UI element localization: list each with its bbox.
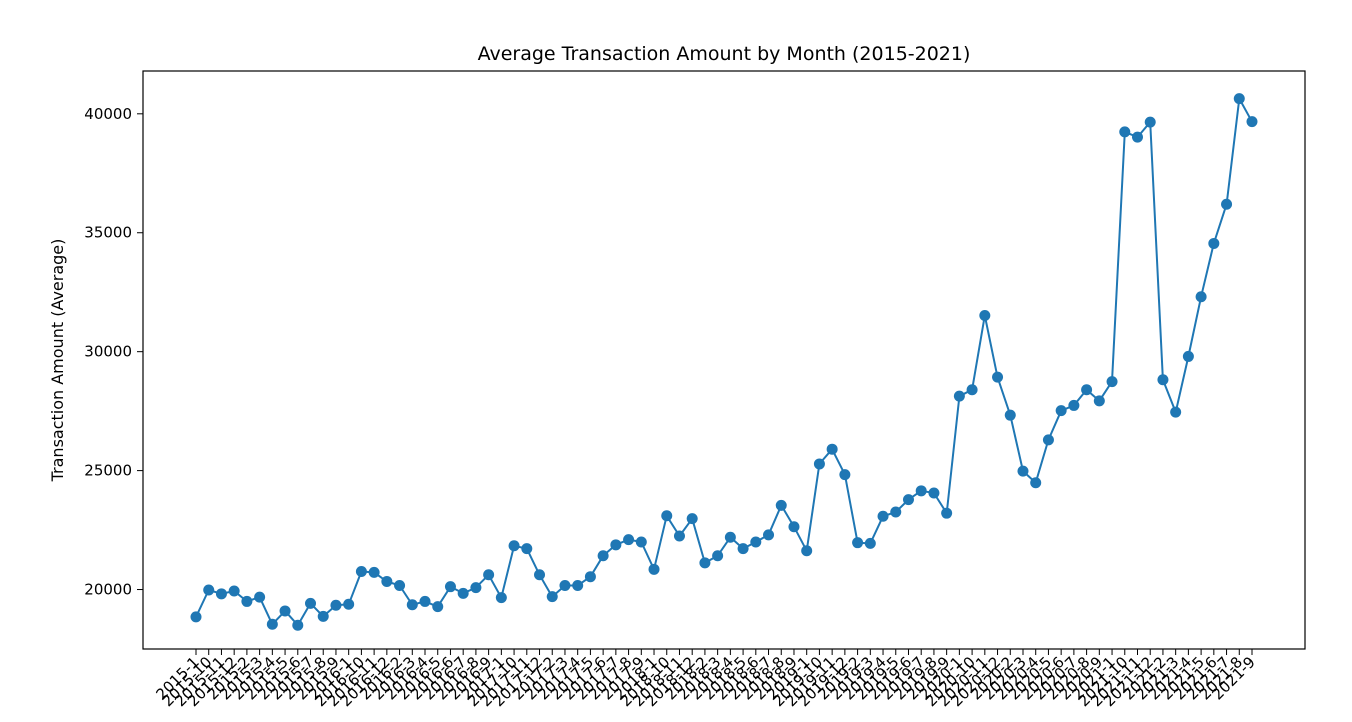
data-point <box>292 619 304 631</box>
series-line <box>195 97 1253 627</box>
y-axis-label: Transaction Amount (Average) <box>48 239 67 483</box>
data-point <box>750 536 762 548</box>
plot-frame <box>142 70 1306 650</box>
data-point <box>979 310 991 322</box>
data-point <box>724 531 736 543</box>
y-tick-label: 25000 <box>84 462 132 480</box>
data-point <box>241 595 253 607</box>
data-point <box>419 595 431 607</box>
data-point <box>953 390 965 402</box>
data-point <box>381 575 393 587</box>
data-point <box>584 571 596 583</box>
data-point <box>343 598 355 610</box>
data-point <box>559 579 571 591</box>
data-point <box>737 543 749 555</box>
data-point <box>254 591 266 603</box>
data-point <box>1144 116 1156 128</box>
y-tick-label: 30000 <box>84 343 132 361</box>
data-point <box>928 487 940 499</box>
data-point <box>635 536 647 548</box>
data-point <box>1030 477 1042 489</box>
data-point <box>1182 350 1194 362</box>
data-point <box>317 610 329 622</box>
data-point <box>1233 93 1245 105</box>
data-point <box>1081 384 1093 396</box>
y-tick-label: 20000 <box>84 581 132 599</box>
data-point <box>1157 374 1169 386</box>
data-point <box>1119 126 1131 138</box>
data-point <box>673 530 685 542</box>
y-tick-label: 35000 <box>84 224 132 242</box>
data-point <box>521 543 533 555</box>
data-point <box>572 579 584 591</box>
data-point <box>775 499 787 511</box>
data-point <box>444 581 456 593</box>
data-point <box>801 545 813 557</box>
data-point <box>1170 406 1182 418</box>
data-point <box>623 534 635 546</box>
data-point <box>763 529 775 541</box>
data-point <box>470 582 482 594</box>
data-point <box>330 599 342 611</box>
data-point <box>394 579 406 591</box>
data-point <box>1106 376 1118 388</box>
data-point <box>190 611 202 623</box>
data-point <box>1068 399 1080 411</box>
data-point <box>508 540 520 552</box>
plot-area: 20000250003000035000400002015-12015-1020… <box>84 93 1259 710</box>
data-point <box>305 597 317 609</box>
data-point <box>597 550 609 562</box>
data-point <box>228 585 240 597</box>
data-point <box>813 458 825 470</box>
data-point <box>877 510 889 522</box>
chart-title: Average Transaction Amount by Month (201… <box>478 43 971 65</box>
data-point <box>864 537 876 549</box>
data-point <box>839 469 851 481</box>
data-point <box>203 584 215 596</box>
data-point <box>266 618 278 630</box>
data-point <box>1208 237 1220 249</box>
data-point <box>992 371 1004 383</box>
data-point <box>1093 395 1105 407</box>
data-point <box>902 494 914 506</box>
data-point <box>1195 291 1207 303</box>
data-point <box>1017 465 1029 477</box>
data-point <box>1042 434 1054 446</box>
data-point <box>610 539 622 551</box>
data-point <box>1055 405 1067 417</box>
data-point <box>826 443 838 455</box>
data-point <box>432 601 444 613</box>
data-point <box>1246 116 1258 128</box>
data-point <box>966 384 978 396</box>
data-point <box>699 557 711 569</box>
data-point <box>1004 409 1016 421</box>
data-point <box>890 506 902 518</box>
data-point <box>215 588 227 600</box>
data-point <box>483 569 495 581</box>
data-point <box>355 565 367 577</box>
data-point <box>495 592 507 604</box>
data-point <box>941 507 953 519</box>
data-point <box>788 521 800 533</box>
data-point <box>1131 131 1143 143</box>
data-point <box>406 599 418 611</box>
data-point <box>1221 198 1233 210</box>
y-tick-label: 40000 <box>84 105 132 123</box>
data-point <box>686 513 698 525</box>
data-point <box>661 510 673 522</box>
data-point <box>852 537 864 549</box>
data-point <box>534 569 546 581</box>
data-point <box>648 563 660 575</box>
data-point <box>368 566 380 578</box>
data-point <box>712 550 724 562</box>
data-point <box>915 485 927 497</box>
data-point <box>457 587 469 599</box>
data-point <box>279 605 291 617</box>
data-point <box>546 591 558 603</box>
